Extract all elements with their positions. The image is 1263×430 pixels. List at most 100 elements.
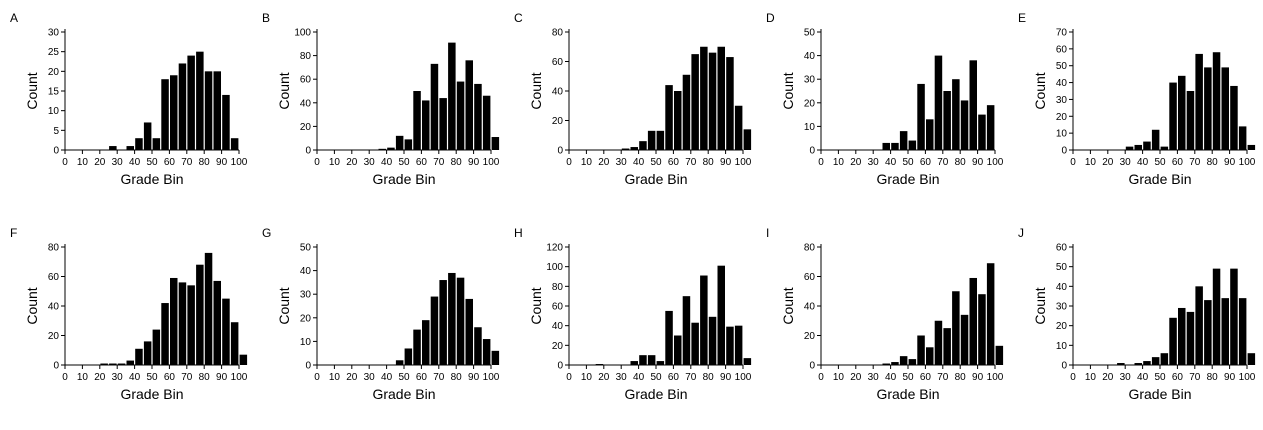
x-tick-label: 20 bbox=[94, 372, 106, 383]
bar bbox=[143, 122, 152, 150]
x-tick-label: 0 bbox=[818, 372, 824, 383]
bar bbox=[170, 75, 178, 150]
y-tick-label: 40 bbox=[1056, 282, 1068, 293]
y-tick-label: 40 bbox=[804, 51, 816, 62]
bar bbox=[1204, 300, 1212, 365]
bar bbox=[743, 358, 752, 365]
chart-panel-h: H 0 20 40 60 80 100 120 0 10 20 30 40 50 60 70 80 90 100 Gr… bbox=[506, 215, 758, 430]
bar bbox=[196, 51, 204, 150]
y-tick-label: 40 bbox=[300, 266, 312, 277]
bar bbox=[474, 83, 482, 150]
bar bbox=[230, 322, 239, 365]
bar bbox=[1238, 298, 1247, 365]
bar bbox=[639, 141, 647, 150]
x-tick-label: 80 bbox=[199, 372, 211, 383]
y-tick-label: 20 bbox=[48, 67, 60, 78]
bar bbox=[700, 275, 708, 365]
y-tick-label: 30 bbox=[804, 75, 816, 86]
bar bbox=[995, 345, 1004, 365]
bar bbox=[239, 354, 248, 365]
x-tick-label: 30 bbox=[1120, 157, 1132, 168]
bar bbox=[969, 277, 977, 365]
chart-svg: A 0 5 10 15 20 25 30 0 10 20 30 40 50 60 70 80 90 100 Grade… bbox=[10, 11, 248, 187]
y-tick-label: 30 bbox=[1056, 302, 1068, 313]
x-tick-label: 50 bbox=[146, 157, 158, 168]
x-tick-label: 80 bbox=[451, 157, 463, 168]
bar bbox=[647, 130, 656, 150]
bar bbox=[395, 360, 404, 365]
x-tick-label: 80 bbox=[451, 372, 463, 383]
x-tick-label: 90 bbox=[468, 372, 480, 383]
y-tick-label: 20 bbox=[48, 331, 60, 342]
bar bbox=[734, 325, 743, 365]
y-tick-label: 50 bbox=[804, 28, 816, 39]
bar bbox=[109, 146, 117, 150]
bar bbox=[726, 326, 734, 365]
bar bbox=[978, 294, 986, 365]
x-tick-label: 10 bbox=[329, 157, 341, 168]
bar bbox=[126, 146, 134, 150]
x-tick-label: 60 bbox=[1172, 157, 1184, 168]
x-tick-label: 60 bbox=[164, 157, 176, 168]
y-tick-label: 50 bbox=[300, 243, 312, 254]
y-tick-label: 0 bbox=[557, 361, 563, 372]
bar bbox=[1195, 53, 1203, 150]
x-tick-label: 20 bbox=[1102, 157, 1114, 168]
x-tick-label: 0 bbox=[314, 157, 320, 168]
bar bbox=[204, 71, 213, 150]
y-tick-label: 0 bbox=[53, 146, 59, 157]
bar bbox=[986, 263, 995, 365]
y-axis-title: Count bbox=[24, 72, 40, 109]
x-tick-label: 70 bbox=[685, 372, 697, 383]
x-tick-label: 20 bbox=[1102, 372, 1114, 383]
panel-label: J bbox=[1018, 226, 1024, 240]
y-axis-title: Count bbox=[780, 72, 796, 109]
x-tick-label: 30 bbox=[868, 372, 880, 383]
y-tick-label: 0 bbox=[53, 361, 59, 372]
chart-svg: J 0 10 20 30 40 50 60 0 10 20 30 40 50 60 70 80 90 100 Grad… bbox=[1018, 226, 1256, 402]
y-tick-label: 50 bbox=[1056, 61, 1068, 72]
y-tick-label: 80 bbox=[552, 282, 564, 293]
bar bbox=[899, 356, 908, 365]
x-tick-label: 100 bbox=[735, 372, 752, 383]
y-axis-title: Count bbox=[780, 287, 796, 324]
y-tick-label: 40 bbox=[552, 321, 564, 332]
x-tick-label: 100 bbox=[231, 372, 248, 383]
y-tick-label: 10 bbox=[48, 106, 60, 117]
x-axis-title: Grade Bin bbox=[1128, 386, 1191, 402]
x-axis-title: Grade Bin bbox=[1128, 171, 1191, 187]
y-tick-label: 0 bbox=[809, 361, 815, 372]
x-tick-label: 0 bbox=[62, 157, 68, 168]
bar bbox=[387, 147, 395, 150]
bar bbox=[978, 114, 986, 150]
bar bbox=[222, 94, 230, 150]
panel-label: E bbox=[1018, 11, 1026, 25]
bar bbox=[143, 341, 152, 365]
y-tick-label: 15 bbox=[48, 87, 60, 98]
chart-svg: F 0 20 40 60 80 0 10 20 30 40 50 60 70 80 90 100 Grade Bi… bbox=[10, 226, 248, 402]
bar bbox=[482, 339, 491, 365]
bar bbox=[161, 79, 169, 150]
x-tick-label: 10 bbox=[77, 372, 89, 383]
bar bbox=[439, 98, 447, 150]
bar bbox=[1143, 361, 1151, 365]
x-tick-label: 30 bbox=[364, 372, 376, 383]
x-tick-label: 30 bbox=[1120, 372, 1132, 383]
chart-panel-c: C 0 20 40 60 80 0 10 20 30 40 50 60 70 80 90 100 Grade Bi… bbox=[506, 0, 758, 215]
x-tick-label: 20 bbox=[346, 157, 358, 168]
bar bbox=[465, 60, 473, 150]
y-tick-label: 50 bbox=[1056, 262, 1068, 273]
x-tick-label: 90 bbox=[468, 157, 480, 168]
chart-svg: C 0 20 40 60 80 0 10 20 30 40 50 60 70 80 90 100 Grade Bi… bbox=[514, 11, 752, 187]
x-axis-title: Grade Bin bbox=[120, 386, 183, 402]
bar bbox=[952, 79, 960, 150]
panel-label: I bbox=[766, 226, 769, 240]
y-tick-label: 20 bbox=[1056, 112, 1068, 123]
bar bbox=[691, 54, 699, 150]
bar bbox=[430, 296, 439, 365]
bar bbox=[1134, 144, 1142, 150]
bar bbox=[1221, 298, 1229, 365]
y-axis-title: Count bbox=[1032, 287, 1048, 324]
